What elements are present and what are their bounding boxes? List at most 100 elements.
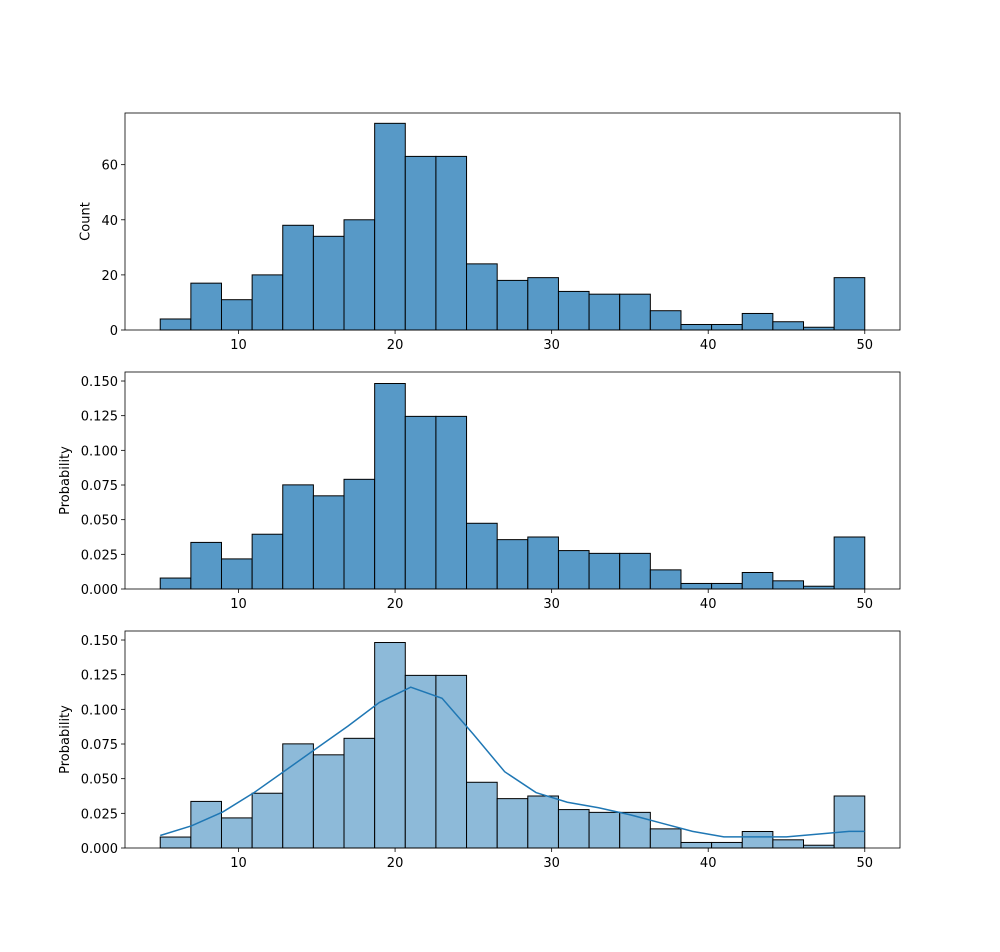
bar bbox=[557, 550, 590, 590]
bar bbox=[343, 737, 376, 849]
x-tick-label: 40 bbox=[700, 856, 717, 871]
axes-frame bbox=[124, 371, 901, 590]
axes-frame bbox=[124, 630, 901, 849]
bar bbox=[527, 277, 559, 331]
bar bbox=[741, 571, 774, 590]
bar bbox=[619, 811, 651, 849]
bar bbox=[220, 817, 253, 849]
bar bbox=[282, 743, 314, 849]
bar bbox=[680, 582, 713, 590]
y-tick-label: 0.100 bbox=[81, 703, 118, 718]
bar bbox=[833, 277, 866, 331]
y-tick-label: 0.075 bbox=[81, 479, 118, 494]
bar bbox=[159, 836, 192, 849]
bar bbox=[833, 536, 866, 590]
x-tick-label: 30 bbox=[543, 856, 560, 871]
y-tick-label: 0.125 bbox=[81, 669, 118, 684]
bar bbox=[312, 495, 345, 590]
bar bbox=[772, 321, 805, 331]
bar bbox=[220, 558, 253, 590]
bar bbox=[374, 642, 406, 849]
y-tick-label: 0.025 bbox=[81, 548, 118, 563]
bar bbox=[803, 326, 835, 331]
bar bbox=[343, 219, 376, 331]
bar bbox=[343, 478, 376, 590]
x-tick-label: 10 bbox=[230, 597, 247, 612]
y-tick-label: 0.125 bbox=[81, 410, 118, 425]
bar bbox=[404, 674, 437, 849]
y-tick-label: 0.025 bbox=[81, 807, 118, 822]
x-tick-label: 10 bbox=[230, 856, 247, 871]
bar bbox=[496, 539, 529, 590]
bar bbox=[466, 263, 498, 331]
bar bbox=[190, 800, 222, 849]
bar bbox=[833, 795, 866, 849]
bar bbox=[527, 536, 559, 590]
y-axis-label: Probability bbox=[58, 446, 73, 515]
bar bbox=[680, 323, 713, 331]
bar bbox=[404, 415, 437, 590]
bar bbox=[711, 841, 743, 849]
y-tick-label: 0.150 bbox=[81, 375, 118, 390]
bar bbox=[711, 323, 743, 331]
bar bbox=[220, 299, 253, 331]
bar bbox=[772, 580, 805, 590]
bar bbox=[557, 290, 590, 331]
bar bbox=[251, 792, 284, 849]
x-tick-label: 50 bbox=[856, 597, 873, 612]
bar bbox=[251, 274, 284, 331]
x-tick-label: 50 bbox=[856, 856, 873, 871]
bar bbox=[496, 279, 529, 331]
bar bbox=[557, 809, 590, 849]
subplot: 10 20 30 40 50 0 20 40 60 Count bbox=[78, 112, 901, 353]
bar bbox=[649, 828, 682, 849]
bar bbox=[496, 798, 529, 849]
y-tick-label: 0.050 bbox=[81, 773, 118, 788]
y-axis-label: Count bbox=[78, 202, 93, 241]
bar bbox=[404, 155, 437, 331]
bar bbox=[588, 293, 621, 331]
y-tick-label: 0 bbox=[110, 324, 118, 339]
x-tick-label: 30 bbox=[543, 597, 560, 612]
bar bbox=[803, 585, 835, 590]
bar bbox=[466, 522, 498, 590]
bar bbox=[435, 674, 468, 849]
bar bbox=[435, 415, 468, 590]
x-tick-label: 20 bbox=[387, 597, 404, 612]
bar bbox=[741, 830, 774, 849]
bar bbox=[190, 541, 222, 590]
bar bbox=[527, 795, 559, 849]
x-tick-label: 10 bbox=[230, 338, 247, 353]
y-tick-label: 0.100 bbox=[81, 444, 118, 459]
bar bbox=[159, 577, 192, 590]
x-tick-label: 40 bbox=[700, 338, 717, 353]
subplot: 10 20 30 40 50 0.000 0.025 0.050 0.075 0.100 0.125… bbox=[58, 371, 901, 612]
bar bbox=[282, 224, 314, 331]
y-tick-label: 0.000 bbox=[81, 583, 118, 598]
bar bbox=[312, 754, 345, 849]
bar bbox=[741, 312, 774, 331]
y-tick-label: 40 bbox=[101, 214, 118, 229]
bar bbox=[466, 781, 498, 849]
bar bbox=[282, 484, 314, 590]
y-tick-label: 20 bbox=[101, 269, 118, 284]
bar bbox=[374, 383, 406, 590]
bar bbox=[649, 569, 682, 590]
y-axis-label: Probability bbox=[58, 705, 73, 774]
x-tick-label: 20 bbox=[387, 856, 404, 871]
bar bbox=[251, 533, 284, 590]
bar bbox=[588, 552, 621, 590]
axes-frame bbox=[124, 112, 901, 331]
x-tick-label: 20 bbox=[387, 338, 404, 353]
bar bbox=[190, 282, 222, 331]
y-tick-label: 0.075 bbox=[81, 738, 118, 753]
bar bbox=[772, 839, 805, 849]
x-tick-label: 40 bbox=[700, 597, 717, 612]
bar bbox=[619, 552, 651, 590]
y-tick-label: 60 bbox=[101, 159, 118, 174]
bar bbox=[619, 293, 651, 331]
bar bbox=[803, 844, 835, 849]
x-tick-label: 50 bbox=[856, 338, 873, 353]
